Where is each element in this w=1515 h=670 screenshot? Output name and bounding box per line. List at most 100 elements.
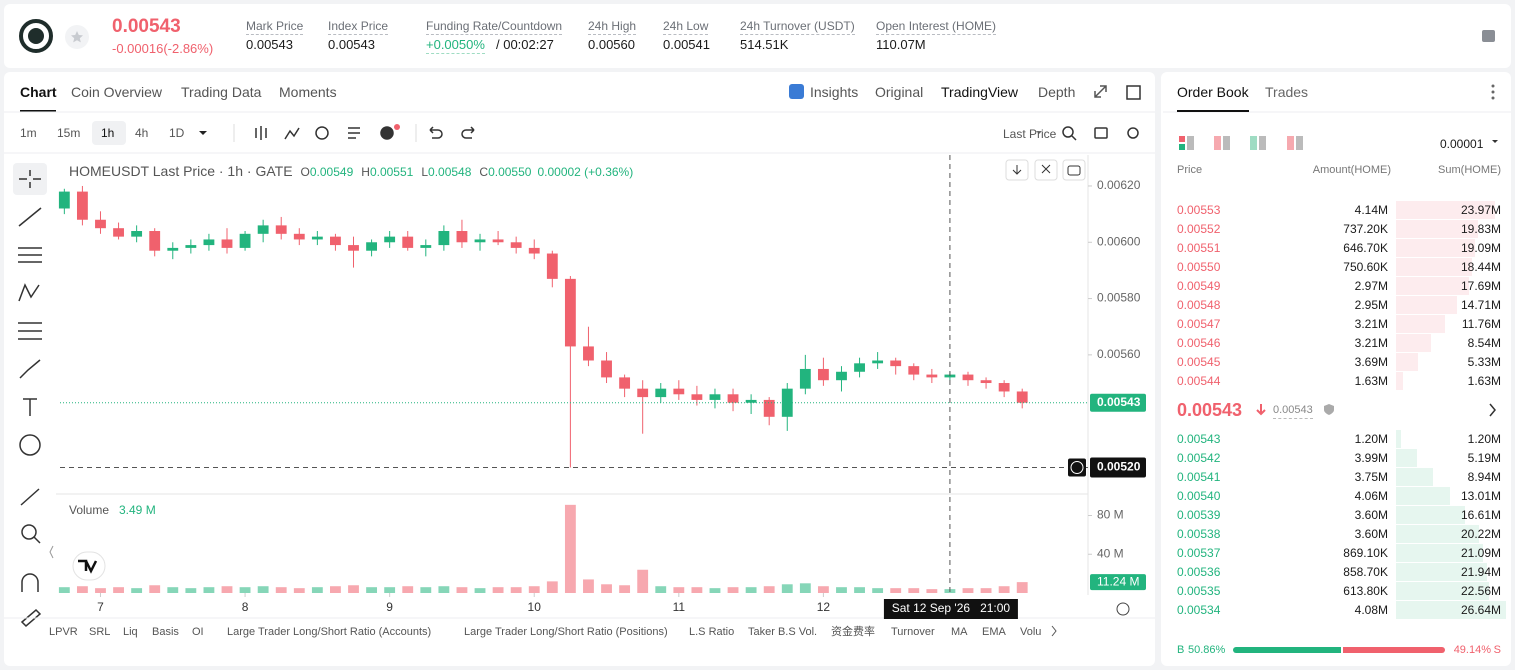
logo-core: [28, 28, 44, 44]
indicator[interactable]: L.S Ratio: [689, 626, 735, 638]
column-header: Amount(HOME): [1312, 164, 1391, 176]
candle-body: [962, 374, 974, 381]
book-sum: 14.71M: [1460, 298, 1501, 312]
caret[interactable]: [1036, 131, 1042, 134]
indicator[interactable]: EMA: [982, 626, 1006, 638]
more[interactable]: [1051, 625, 1057, 637]
book-tab[interactable]: Trades: [1265, 84, 1309, 100]
indicator[interactable]: OI: [192, 626, 204, 638]
volume-bar: [926, 589, 938, 593]
stat-value: 0.00560: [588, 37, 635, 52]
book-amount: 646.70K: [1343, 241, 1388, 255]
book-menu[interactable]: [1491, 84, 1495, 100]
volume-tick-label: 40 M: [1097, 546, 1124, 560]
indicator[interactable]: Large Trader Long/Short Ratio (Positions…: [464, 626, 668, 638]
caret[interactable]: [199, 131, 207, 135]
indicator[interactable]: Liq: [123, 626, 138, 638]
candle-body: [131, 231, 143, 237]
toolbar-icons[interactable]: [255, 126, 1139, 141]
volume-bar: [745, 587, 757, 593]
indicator[interactable]: LPVR: [49, 626, 78, 638]
indicator[interactable]: Turnover: [891, 626, 935, 638]
last-price-label: 0.00543: [1097, 395, 1141, 409]
depth-bar: [1396, 430, 1401, 448]
view-tab[interactable]: Insights: [810, 84, 859, 100]
sell-label: S: [1493, 644, 1501, 656]
book-amount: 4.06M: [1354, 489, 1388, 503]
depth-bar: [1396, 277, 1470, 295]
x-tick-label: 10: [528, 600, 542, 614]
y-tick-label: 0.00600: [1097, 234, 1141, 248]
interval[interactable]: 15m: [57, 126, 81, 140]
chart-tab[interactable]: Trading Data: [181, 84, 262, 100]
x-tick-label: 9: [386, 600, 393, 614]
depth-bar: [1396, 201, 1495, 219]
volume-bar: [366, 587, 378, 593]
volume-bar: [76, 586, 88, 593]
indicator[interactable]: Basis: [152, 626, 179, 638]
candle-body: [384, 236, 396, 243]
interval[interactable]: 1m: [20, 126, 37, 140]
candle-body: [420, 245, 432, 248]
volume-bar: [854, 587, 865, 593]
book-amount: 750.60K: [1343, 260, 1388, 274]
caret[interactable]: [1492, 140, 1498, 143]
chevron[interactable]: [1489, 403, 1496, 417]
header-menu[interactable]: [1482, 30, 1495, 42]
precision[interactable]: 0.00001: [1440, 137, 1484, 151]
candle-body: [799, 368, 811, 389]
fullscreen[interactable]: [1094, 85, 1107, 98]
volume-bar: [474, 588, 486, 593]
stat-label: 24h Turnover (USDT): [740, 19, 855, 35]
book-view-icons[interactable]: [1179, 136, 1303, 150]
indicator[interactable]: Volu: [1020, 626, 1042, 638]
volume-bar: [167, 587, 179, 593]
book-price: 0.00535: [1177, 584, 1221, 598]
chart-tab[interactable]: Chart: [20, 84, 57, 100]
book-price: 0.00538: [1177, 527, 1221, 541]
candle-body: [474, 239, 486, 243]
interval[interactable]: 1D: [169, 126, 185, 140]
book-amount: 3.60M: [1354, 527, 1388, 541]
depth-bar: [1396, 601, 1506, 619]
book-price: 0.00547: [1177, 317, 1221, 331]
column-header: Price: [1177, 164, 1203, 176]
volume-bar: [293, 588, 305, 593]
volume-bar: [58, 587, 70, 593]
book-amount: 3.99M: [1354, 451, 1388, 465]
volume-bar: [890, 588, 902, 593]
candle-body: [781, 388, 793, 417]
indicator[interactable]: SRL: [89, 626, 111, 638]
view-tab[interactable]: Original: [875, 84, 924, 100]
book-tab[interactable]: Order Book: [1177, 84, 1249, 100]
interval[interactable]: 1h: [101, 126, 115, 140]
indicator[interactable]: 资金费率: [831, 626, 875, 638]
candle-body: [817, 368, 829, 381]
book-sum: 1.63M: [1467, 374, 1501, 388]
chart-btn[interactable]: [1034, 159, 1058, 181]
window[interactable]: [1126, 85, 1141, 100]
indicator[interactable]: MA: [951, 626, 968, 638]
book-amount: 3.21M: [1354, 317, 1388, 331]
price-source[interactable]: Last Price: [1003, 127, 1057, 141]
settings[interactable]: [1116, 602, 1130, 616]
view-tab[interactable]: Depth: [1038, 84, 1076, 100]
volume-bar: [528, 586, 540, 593]
chart-tab[interactable]: Coin Overview: [71, 84, 163, 100]
chart-tab[interactable]: Moments: [279, 84, 337, 100]
chart-panel: [4, 72, 1155, 666]
shield: [1324, 404, 1334, 415]
book-amount: 4.14M: [1354, 203, 1388, 217]
indicator[interactable]: Taker B.S Vol.: [748, 626, 818, 638]
book-sum: 19.83M: [1460, 222, 1501, 236]
interval[interactable]: 4h: [135, 126, 149, 140]
drawing-tools[interactable]: [18, 170, 42, 628]
view-tab[interactable]: TradingView: [941, 84, 1019, 100]
volume-bar: [330, 586, 341, 593]
volume-bar: [149, 585, 161, 593]
volume-bar: [384, 587, 396, 593]
collapse[interactable]: [49, 545, 54, 559]
stat-value: 0.00543: [246, 37, 293, 52]
indicator[interactable]: Large Trader Long/Short Ratio (Accounts): [227, 626, 432, 638]
